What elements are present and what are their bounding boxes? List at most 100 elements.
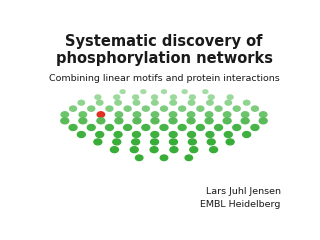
Circle shape: [115, 100, 121, 105]
Circle shape: [96, 132, 104, 138]
Circle shape: [185, 155, 193, 161]
Circle shape: [77, 132, 85, 138]
Circle shape: [97, 118, 105, 124]
Circle shape: [133, 118, 141, 124]
Circle shape: [178, 125, 186, 131]
Circle shape: [225, 100, 232, 105]
Circle shape: [187, 112, 195, 117]
Circle shape: [210, 147, 218, 153]
Circle shape: [187, 118, 195, 124]
Circle shape: [224, 132, 232, 138]
Circle shape: [78, 100, 84, 105]
Circle shape: [207, 139, 215, 145]
Circle shape: [114, 132, 122, 138]
Circle shape: [188, 139, 196, 145]
Circle shape: [97, 112, 105, 117]
Circle shape: [133, 112, 141, 117]
Text: Systematic discovery of
phosphorylation networks: Systematic discovery of phosphorylation …: [55, 34, 273, 66]
Circle shape: [169, 132, 177, 138]
Circle shape: [188, 132, 196, 138]
Circle shape: [152, 100, 158, 105]
Circle shape: [241, 118, 249, 124]
Circle shape: [233, 125, 241, 131]
Circle shape: [96, 100, 103, 105]
Circle shape: [115, 112, 123, 117]
Circle shape: [110, 147, 118, 153]
Circle shape: [106, 125, 113, 131]
Circle shape: [61, 118, 69, 124]
Circle shape: [114, 95, 120, 99]
Circle shape: [170, 139, 177, 145]
Circle shape: [151, 118, 159, 124]
Circle shape: [259, 118, 267, 124]
Circle shape: [113, 139, 121, 145]
Circle shape: [205, 118, 213, 124]
Circle shape: [215, 106, 222, 111]
Circle shape: [233, 106, 240, 111]
Text: Combining linear motifs and protein interactions: Combining linear motifs and protein inte…: [49, 74, 279, 83]
Circle shape: [79, 118, 87, 124]
Circle shape: [170, 147, 178, 153]
Circle shape: [132, 139, 140, 145]
Circle shape: [160, 125, 168, 131]
Circle shape: [196, 125, 204, 131]
Circle shape: [197, 106, 204, 111]
Circle shape: [151, 139, 158, 145]
Circle shape: [115, 118, 123, 124]
Circle shape: [208, 95, 214, 99]
Circle shape: [133, 95, 139, 99]
Circle shape: [189, 95, 195, 99]
Circle shape: [182, 90, 187, 94]
Circle shape: [106, 106, 113, 111]
Circle shape: [161, 106, 167, 111]
Circle shape: [151, 112, 159, 117]
Circle shape: [207, 100, 213, 105]
Circle shape: [142, 106, 149, 111]
Circle shape: [150, 147, 158, 153]
Circle shape: [252, 106, 259, 111]
Circle shape: [151, 132, 159, 138]
Circle shape: [69, 106, 76, 111]
Circle shape: [260, 112, 267, 117]
Circle shape: [135, 155, 143, 161]
Circle shape: [141, 90, 146, 94]
Circle shape: [171, 95, 176, 99]
Circle shape: [242, 112, 249, 117]
Circle shape: [79, 112, 86, 117]
Circle shape: [162, 90, 166, 94]
Circle shape: [251, 125, 259, 131]
Circle shape: [188, 100, 195, 105]
Circle shape: [87, 125, 95, 131]
Circle shape: [124, 125, 132, 131]
Circle shape: [61, 112, 68, 117]
Circle shape: [133, 100, 140, 105]
Circle shape: [179, 106, 186, 111]
Circle shape: [88, 106, 95, 111]
Circle shape: [169, 118, 177, 124]
Circle shape: [169, 112, 177, 117]
Circle shape: [243, 132, 251, 138]
Circle shape: [227, 95, 233, 99]
Circle shape: [130, 147, 138, 153]
Circle shape: [142, 125, 150, 131]
Circle shape: [124, 106, 131, 111]
Text: Lars Juhl Jensen: Lars Juhl Jensen: [205, 187, 281, 196]
Circle shape: [160, 155, 168, 161]
Circle shape: [69, 125, 77, 131]
Circle shape: [203, 90, 208, 94]
Circle shape: [170, 100, 176, 105]
Text: EMBL Heidelberg: EMBL Heidelberg: [200, 200, 281, 209]
Circle shape: [215, 125, 222, 131]
Circle shape: [206, 132, 214, 138]
Circle shape: [244, 100, 250, 105]
Circle shape: [223, 112, 231, 117]
Circle shape: [120, 90, 125, 94]
Circle shape: [190, 147, 198, 153]
Circle shape: [95, 95, 101, 99]
Circle shape: [226, 139, 234, 145]
Circle shape: [132, 132, 140, 138]
Circle shape: [152, 95, 157, 99]
Circle shape: [205, 112, 213, 117]
Circle shape: [94, 139, 102, 145]
Circle shape: [223, 118, 231, 124]
